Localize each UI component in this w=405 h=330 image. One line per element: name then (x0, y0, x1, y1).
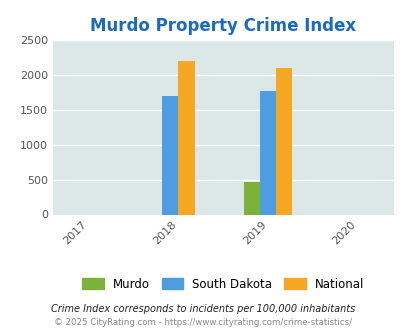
Legend: Murdo, South Dakota, National: Murdo, South Dakota, National (77, 273, 368, 295)
Bar (275, 68, 292, 214)
Text: Crime Index corresponds to incidents per 100,000 inhabitants: Crime Index corresponds to incidents per… (51, 304, 354, 314)
Title: Murdo Property Crime Index: Murdo Property Crime Index (90, 17, 356, 35)
Text: © 2025 CityRating.com - https://www.cityrating.com/crime-statistics/: © 2025 CityRating.com - https://www.city… (54, 318, 351, 327)
Bar (178, 61, 194, 214)
Bar (162, 96, 178, 214)
Bar (260, 91, 275, 214)
Bar (243, 182, 260, 214)
